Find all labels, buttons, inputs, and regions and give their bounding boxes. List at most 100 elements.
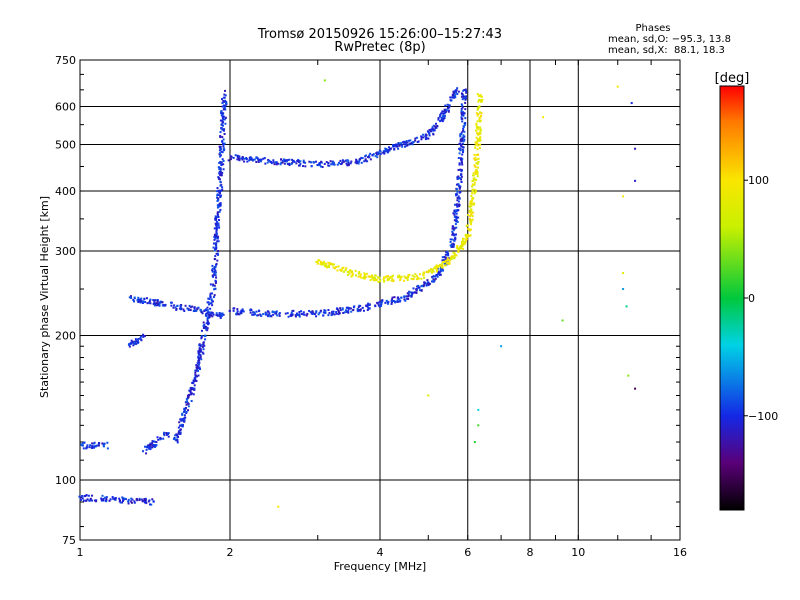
echo-point: [358, 270, 361, 273]
echo-point: [405, 144, 408, 147]
echo-point: [388, 278, 391, 281]
echo-point: [138, 497, 141, 500]
echo-point: [163, 304, 166, 307]
echo-point: [112, 497, 115, 500]
echo-point: [311, 313, 314, 316]
echo-point: [437, 117, 440, 120]
echo-point: [472, 211, 475, 214]
echo-point: [444, 110, 447, 113]
echo-point: [404, 141, 407, 144]
echo-point: [298, 311, 301, 314]
noise-point: [622, 195, 625, 198]
echo-point: [342, 311, 345, 314]
echo-point: [457, 200, 460, 203]
echo-point: [204, 334, 207, 337]
echo-point: [431, 126, 434, 129]
echo-point: [470, 205, 473, 208]
echo-point: [464, 117, 467, 120]
echo-point: [349, 162, 352, 165]
echo-point: [341, 308, 344, 311]
echo-point: [460, 131, 463, 134]
echo-point: [319, 165, 322, 168]
echo-point: [467, 233, 470, 236]
echo-point: [374, 304, 377, 307]
echo-point: [199, 354, 202, 357]
echo-point: [182, 308, 185, 311]
echo-point: [217, 199, 220, 202]
echo-point: [337, 313, 340, 316]
echo-point: [462, 241, 465, 244]
echo-point: [444, 259, 447, 262]
echo-point: [259, 160, 262, 163]
echo-point: [151, 442, 154, 445]
echo-point: [475, 112, 478, 115]
echo-point: [219, 174, 222, 177]
echo-point: [222, 145, 225, 148]
echo-point: [211, 311, 214, 314]
echo-point: [367, 275, 370, 278]
echo-point: [134, 338, 137, 341]
echo-point: [94, 444, 97, 447]
echo-point: [462, 149, 465, 152]
echo-point: [473, 153, 476, 156]
echo-point: [259, 314, 262, 317]
echo-point: [420, 285, 423, 288]
echo-point: [219, 180, 222, 183]
echo-point: [318, 162, 321, 165]
echo-point: [461, 120, 464, 123]
echo-point: [390, 301, 393, 304]
echo-point: [131, 341, 134, 344]
echo-point: [236, 310, 239, 313]
echo-point: [325, 161, 328, 164]
echo-point: [443, 110, 446, 113]
echo-point: [214, 237, 217, 240]
echo-point: [192, 388, 195, 391]
echo-point: [193, 387, 196, 390]
echo-point: [440, 118, 443, 121]
echo-point: [462, 134, 465, 137]
echo-point: [386, 148, 389, 151]
echo-point: [215, 231, 218, 234]
echo-point: [406, 276, 409, 279]
echo-point: [329, 160, 332, 163]
echo-point: [221, 119, 224, 122]
colorbar-tick-label: −100: [748, 410, 778, 423]
y-tick-label: 300: [55, 245, 76, 258]
echo-point: [217, 189, 220, 192]
echo-point: [330, 263, 333, 266]
echo-point: [302, 159, 305, 162]
echo-point: [315, 310, 318, 313]
echo-point: [363, 275, 366, 278]
echo-point: [454, 94, 457, 97]
echo-point: [215, 229, 218, 232]
echo-point: [219, 162, 222, 165]
echo-point: [212, 296, 215, 299]
echo-point: [414, 273, 417, 276]
echo-point: [148, 499, 151, 502]
y-tick-label: 400: [55, 185, 76, 198]
echo-point: [430, 268, 433, 271]
echo-point: [460, 241, 463, 244]
echo-point: [129, 295, 132, 298]
echo-point: [323, 265, 326, 268]
phases-mean-o: mean, sd,O: −95.3, 13.8: [608, 34, 731, 45]
echo-point: [181, 418, 184, 421]
echo-point: [463, 138, 466, 141]
noise-point: [634, 179, 637, 182]
echo-point: [470, 203, 473, 206]
echo-point: [454, 211, 457, 214]
echo-point: [422, 274, 425, 277]
echo-point: [217, 253, 220, 256]
echo-point: [153, 302, 156, 305]
echo-point: [232, 156, 235, 159]
echo-point: [209, 307, 212, 310]
echo-point: [175, 433, 178, 436]
echo-point: [150, 503, 153, 506]
echo-point: [417, 284, 420, 287]
echo-point: [419, 273, 422, 276]
echo-point: [220, 163, 223, 166]
echo-point: [184, 416, 187, 419]
echo-point: [280, 158, 283, 161]
echo-point: [471, 185, 474, 188]
